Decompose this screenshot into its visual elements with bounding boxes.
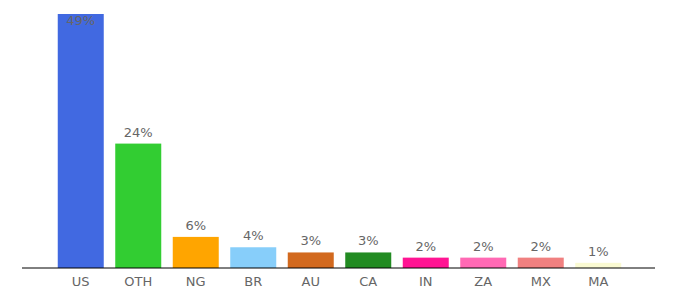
x-tick: AU: [302, 274, 320, 289]
bars: [58, 14, 622, 268]
x-tick: CA: [359, 274, 377, 289]
x-tick: IN: [419, 274, 433, 289]
data-label: 1%: [588, 244, 609, 259]
data-label: 49%: [66, 13, 95, 28]
x-tick: NG: [186, 274, 206, 289]
bar: [288, 252, 334, 268]
x-tick-label: MX: [531, 274, 551, 289]
bar: [575, 263, 621, 268]
bar: [518, 258, 564, 268]
data-label: 3%: [358, 233, 379, 248]
data-labels: 49% 24% 6% 4% 3% 3% 2% 2% 2% 1%: [66, 13, 608, 259]
data-label: 2%: [530, 239, 551, 254]
data-label: 2%: [473, 239, 494, 254]
x-tick: BR: [244, 274, 262, 289]
x-tick-label: IN: [419, 274, 433, 289]
x-tick-label: MA: [588, 274, 608, 289]
bar: [230, 247, 276, 268]
x-tick-label: ZA: [474, 274, 492, 289]
x-tick: ZA: [474, 274, 492, 289]
bar: [115, 144, 161, 268]
data-label: 3%: [300, 233, 321, 248]
x-tick-label: US: [72, 274, 90, 289]
bar: [345, 252, 391, 268]
x-tick-label: AU: [302, 274, 320, 289]
x-tick: OTH: [124, 274, 152, 289]
bar: [403, 258, 449, 268]
x-tick-label: NG: [186, 274, 206, 289]
x-tick: US: [72, 274, 90, 289]
data-label: 24%: [124, 125, 153, 140]
x-tick-label: CA: [359, 274, 377, 289]
bar: [58, 14, 104, 268]
data-label: 4%: [243, 228, 264, 243]
x-axis: US OTH NG BR AU CA IN ZA MX MA: [72, 274, 609, 289]
x-tick-label: OTH: [124, 274, 152, 289]
data-label: 6%: [185, 218, 206, 233]
bar: [460, 258, 506, 268]
data-label: 2%: [415, 239, 436, 254]
chart: US OTH NG BR AU CA IN ZA MX MA 49% 24% 6% 4% 3% 3% 2% 2% 2…: [0, 0, 680, 300]
baseline: [22, 268, 655, 269]
x-tick-label: BR: [244, 274, 262, 289]
bar: [173, 237, 219, 268]
x-tick: MA: [588, 274, 608, 289]
x-tick: MX: [531, 274, 551, 289]
